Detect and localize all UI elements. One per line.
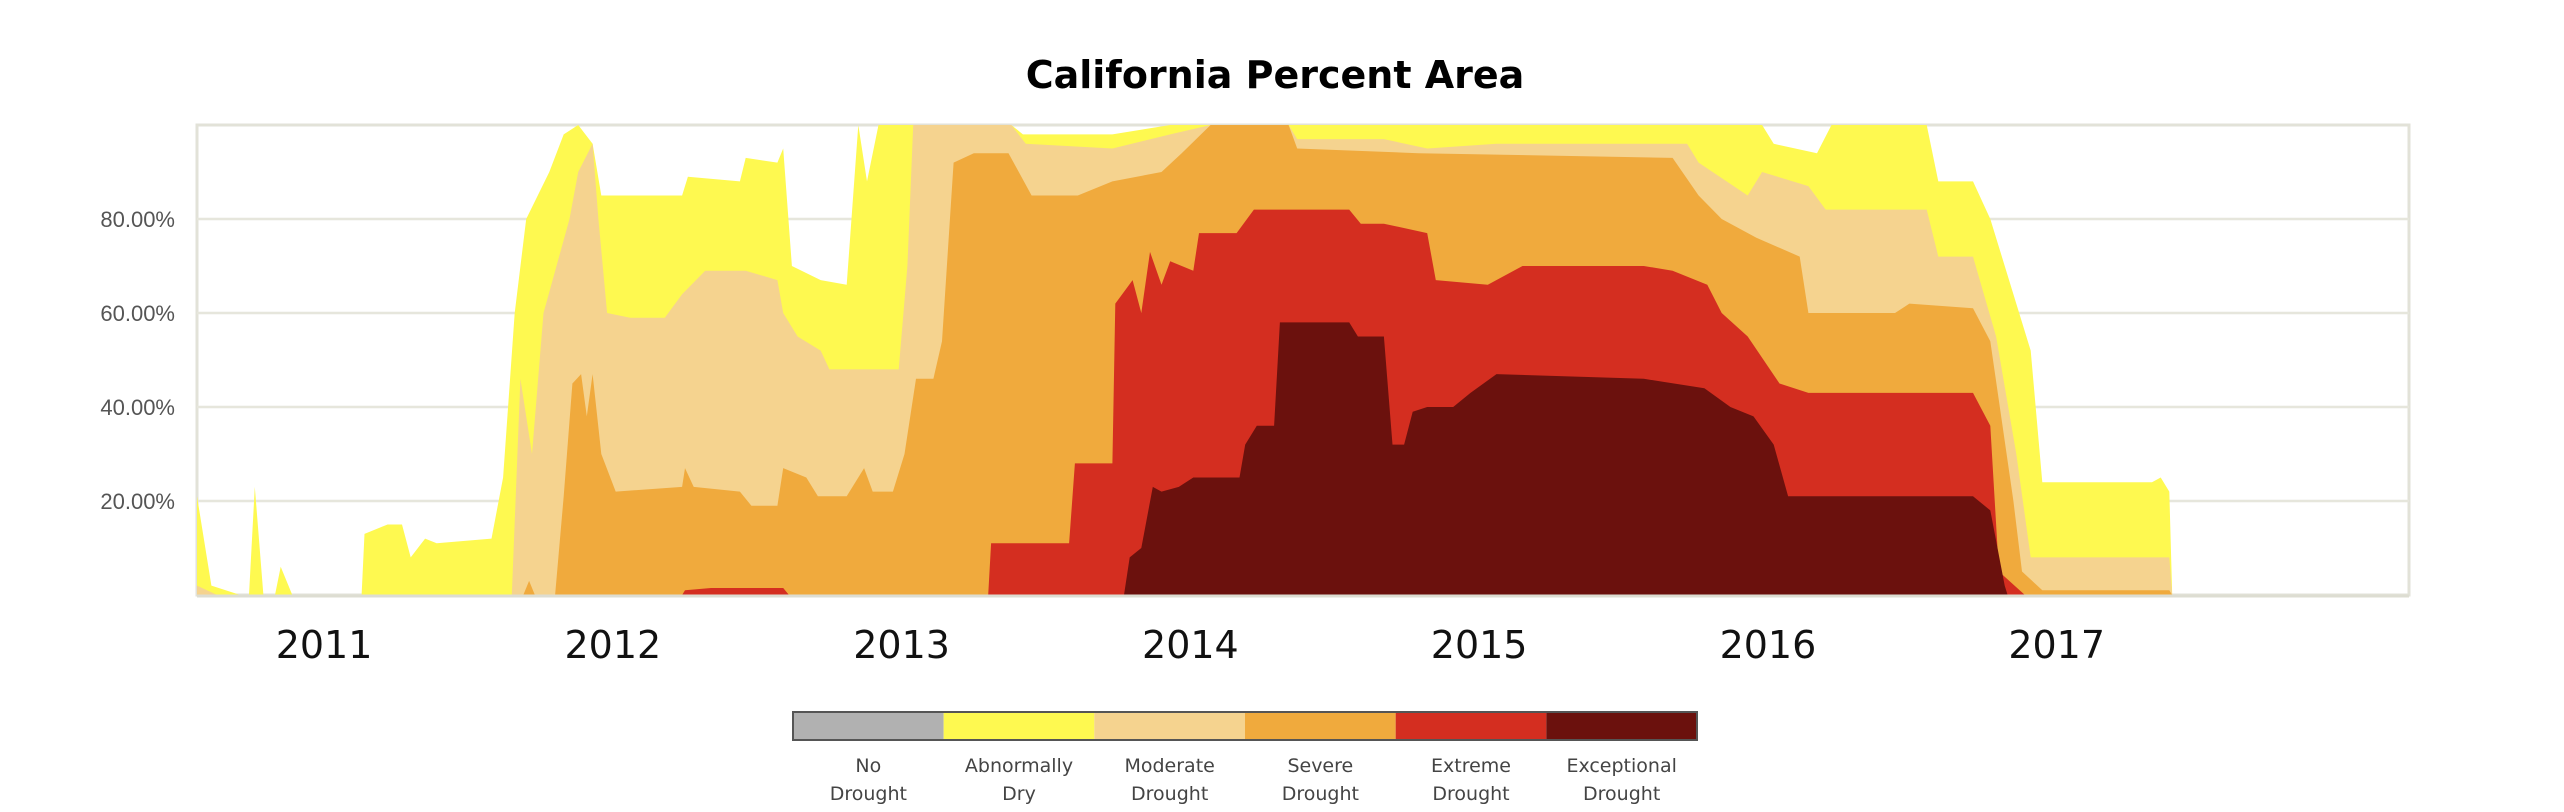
legend-label: Drought: [830, 783, 907, 805]
x-tick-label: 2012: [564, 623, 661, 667]
legend-swatch: [943, 712, 1095, 740]
series-areas: [197, 125, 2173, 595]
x-tick-label: 2011: [276, 623, 373, 667]
legend-swatch: [1546, 712, 1697, 740]
x-tick-label: 2015: [1431, 623, 1528, 667]
legend-swatch: [1395, 712, 1547, 740]
legend-label: Drought: [1131, 783, 1208, 805]
chart-title: California Percent Area: [1026, 53, 1525, 97]
x-tick-label: 2017: [2008, 623, 2105, 667]
y-tick-label: 40.00%: [100, 395, 175, 420]
legend-swatch: [1094, 712, 1245, 740]
legend-label: Abnormally: [965, 755, 1073, 777]
x-tick-label: 2014: [1142, 623, 1239, 667]
legend-label: Drought: [1432, 783, 1509, 805]
legend-border: [792, 711, 1698, 741]
legend-label: Extreme: [1431, 755, 1511, 777]
y-tick-label: 20.00%: [100, 489, 175, 514]
y-tick-label: 60.00%: [100, 301, 175, 326]
legend-label: No: [855, 755, 881, 777]
legend-label: Drought: [1282, 783, 1359, 805]
x-tick-label: 2016: [1720, 623, 1817, 667]
legend-label: Exceptional: [1566, 755, 1676, 777]
legend: No Drought Abnormally Dry Moderate Drought Sev…: [792, 711, 1698, 805]
legend-swatch: [793, 712, 944, 740]
x-tick-labels: 2011 2012 2013 2014 2015 2016 2017: [276, 623, 2105, 667]
legend-label: Severe: [1287, 755, 1353, 777]
legend-swatch: [1245, 712, 1396, 740]
legend-label: Dry: [1002, 783, 1036, 805]
x-tick-label: 2013: [853, 623, 950, 667]
legend-label: Drought: [1583, 783, 1660, 805]
area-series-4: [1124, 322, 2008, 595]
y-tick-labels: 20.00% 40.00% 60.00% 80.00%: [100, 207, 175, 514]
legend-label: Moderate: [1124, 755, 1214, 777]
y-tick-label: 80.00%: [100, 207, 175, 232]
